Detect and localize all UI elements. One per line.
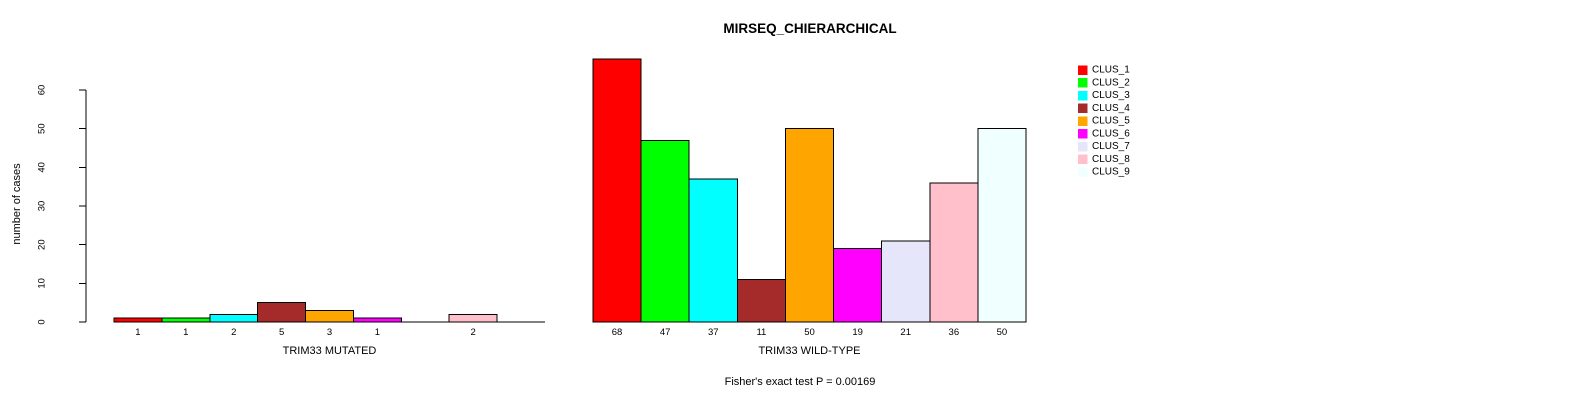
bar-clus_4 [736, 278, 786, 323]
bar-value-label: 19 [852, 327, 863, 338]
bar-value-label: 37 [708, 327, 719, 338]
bar-clus_6 [352, 317, 402, 323]
legend-label-clus_3: CLUS_3 [1092, 90, 1130, 101]
bar-value-label: 47 [660, 327, 671, 338]
legend-label-clus_9: CLUS_9 [1092, 167, 1130, 178]
bar-clus_7 [881, 240, 931, 323]
y-tick-label: 10 [37, 278, 48, 289]
bar-clus_2 [161, 317, 211, 323]
legend-label-clus_8: CLUS_8 [1092, 154, 1130, 165]
legend-swatch-clus_9 [1078, 167, 1088, 177]
panel-1: 68 47 37 11 50 19 21 36 50 [592, 58, 1027, 338]
bar-value-label: 3 [327, 327, 332, 338]
bar-value-label: 2 [471, 327, 476, 338]
legend-swatch-clus_4 [1078, 103, 1088, 113]
y-axis: 0 10 20 30 40 50 60 [37, 85, 87, 325]
y-axis-title: number of cases [11, 163, 23, 245]
bar-clus_1 [592, 58, 642, 323]
bar-value-label: 50 [997, 327, 1008, 338]
bar-clus_8 [448, 313, 498, 323]
fisher-test-annotation: Fisher's exact test P = 0.00169 [725, 376, 876, 388]
y-tick-label: 50 [37, 123, 48, 134]
legend-label-clus_1: CLUS_1 [1092, 65, 1130, 76]
legend-swatch-clus_1 [1078, 65, 1088, 75]
bar-clus_6 [833, 248, 883, 323]
bar-value-label: 11 [756, 327, 766, 338]
bar-value-label: 2 [231, 327, 236, 338]
y-tick-label: 30 [37, 201, 48, 212]
bar-clus_8 [929, 182, 979, 323]
legend-label-clus_2: CLUS_2 [1092, 77, 1130, 88]
x-axis-title-mutated: TRIM33 MUTATED [283, 345, 377, 357]
legend-swatch-clus_2 [1078, 78, 1088, 88]
y-tick-label: 20 [37, 239, 48, 250]
bar-clus_2 [640, 139, 690, 323]
legend-swatch-clus_3 [1078, 90, 1088, 101]
legend-swatch-clus_7 [1078, 141, 1088, 152]
bar-value-label: 1 [183, 327, 188, 338]
legend-swatch-clus_5 [1078, 116, 1088, 126]
panel-0: 1 1 2 5 3 1 2 [113, 302, 545, 338]
bar-clus_5 [305, 309, 354, 323]
y-tick-label: 60 [37, 85, 48, 96]
legend-swatch-clus_8 [1078, 154, 1088, 164]
bar-value-label: 21 [900, 327, 911, 338]
legend-label-clus_5: CLUS_5 [1092, 116, 1130, 127]
bar-value-label: 5 [279, 327, 284, 338]
y-tick-label: 40 [37, 162, 48, 173]
legend-label-clus_4: CLUS_4 [1092, 103, 1130, 114]
bar-value-label: 1 [375, 327, 380, 338]
y-tick-label: 0 [37, 319, 48, 324]
bar-clus_5 [784, 128, 835, 323]
bar-panels: 1 1 2 5 3 1 2 68 47 37 11 50 19 21 36 50 [113, 58, 1027, 338]
legend-label-clus_6: CLUS_6 [1092, 128, 1130, 139]
bar-clus_9 [977, 128, 1027, 323]
bar-value-label: 50 [804, 327, 815, 338]
legend-label-clus_7: CLUS_7 [1092, 141, 1130, 152]
bar-value-label: 1 [135, 327, 140, 338]
bar-clus_1 [113, 317, 163, 323]
x-axis-title-wildtype: TRIM33 WILD-TYPE [758, 345, 860, 357]
chart-title: MIRSEQ_CHIERARCHICAL [723, 21, 896, 36]
bar-clus_3 [209, 313, 259, 323]
bar-clus_3 [688, 178, 738, 323]
bar-clus_4 [257, 302, 307, 323]
bar-value-label: 36 [949, 327, 960, 338]
bar-value-label: 68 [612, 327, 623, 338]
legend-swatch-clus_6 [1078, 129, 1088, 139]
